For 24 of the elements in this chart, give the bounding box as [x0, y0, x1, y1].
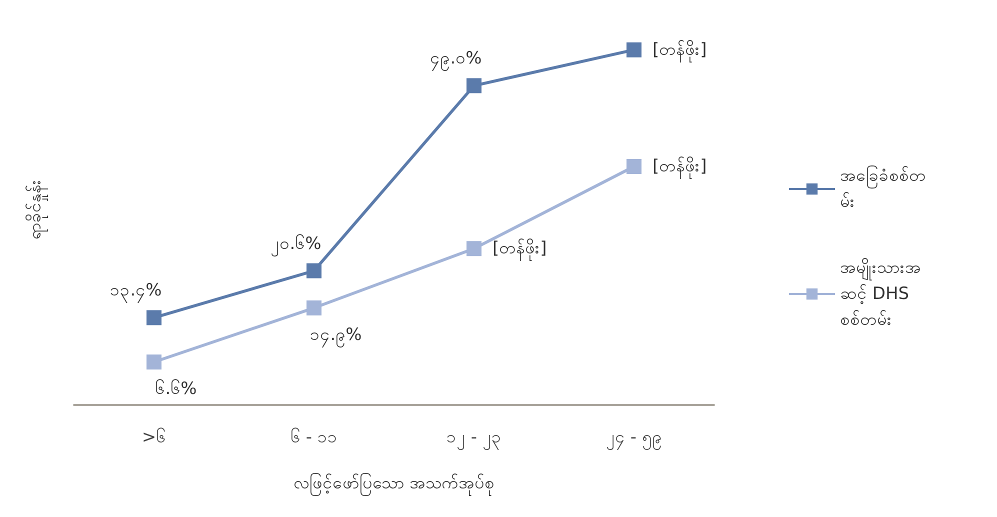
x-tick-label: ၁၂ - ၂၃ — [446, 428, 502, 450]
point — [306, 263, 322, 278]
data-label: [တန်ဖိုး] — [652, 40, 707, 63]
point — [146, 354, 162, 370]
point — [626, 158, 642, 174]
point — [466, 241, 482, 256]
data-label: ၁၃.၄% — [110, 280, 162, 304]
data-label: [တန်ဖိုး] — [492, 238, 547, 262]
data-label: ၁၄.၉% — [310, 324, 362, 348]
point — [306, 300, 322, 316]
point — [626, 42, 642, 58]
x-tick-label: >၆ — [142, 426, 166, 448]
legend-label: အခြေခံစစ်တမ်း — [840, 164, 926, 212]
point — [146, 310, 162, 326]
data-label: [တန်ဖိုး] — [652, 156, 707, 180]
x-tick-label: ၆ - ၁၁ — [290, 426, 338, 448]
legend-label: အမျိုးသားအဆင့် DHS စစ်တမ်း — [840, 258, 921, 330]
data-label: ၆.၆% — [155, 378, 197, 399]
point — [466, 78, 482, 94]
y-axis-title: ရာခိုင်နှုန်း — [26, 180, 48, 240]
x-tick-label: ၂၄ - ၅၉ — [606, 428, 662, 450]
data-label: ၄၉.၀% — [430, 48, 482, 72]
data-label: ၂၀.၆% — [270, 232, 322, 257]
x-axis-title: လဖြင့်ဖော်ပြသော အသက်အုပ်စု — [293, 472, 495, 496]
